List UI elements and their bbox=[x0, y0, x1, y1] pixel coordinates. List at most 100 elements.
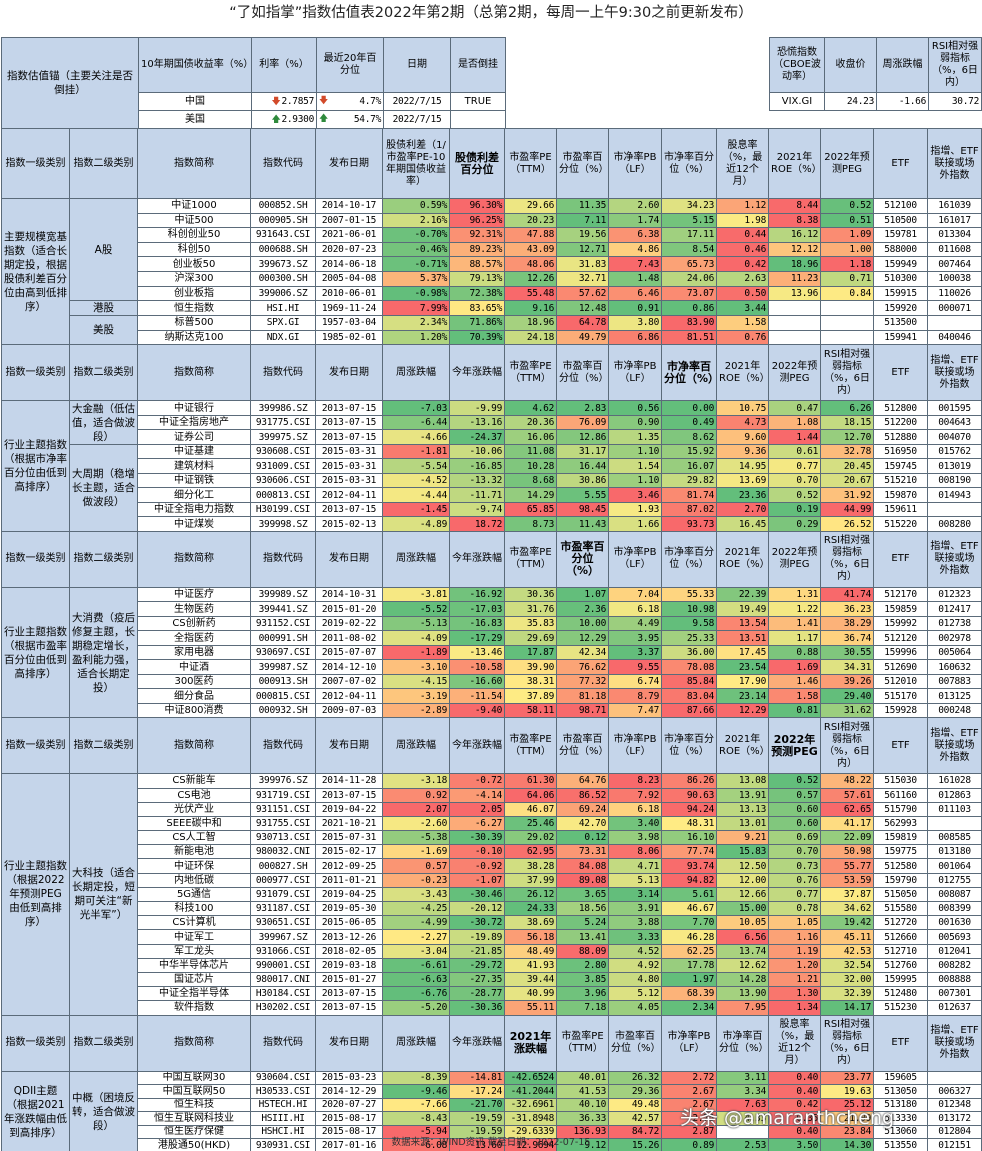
header-cell: ETF bbox=[873, 128, 928, 199]
value-cell: 19.42 bbox=[820, 915, 874, 931]
value-cell: -0.46% bbox=[382, 241, 450, 258]
index-code: 000300.SH bbox=[250, 270, 316, 287]
value-cell: 7.04 bbox=[608, 586, 662, 603]
value-cell: 62.95 bbox=[504, 844, 557, 860]
etf-code: 515220 bbox=[873, 516, 928, 532]
table-row: QDII主题（根据2021年涨跌幅由低到高排序） 中概（困境反转，适合做波段） 中国… bbox=[1, 1070, 982, 1151]
value-cell: 64.76 bbox=[556, 773, 609, 789]
publish-date: 2021-06-01 bbox=[315, 227, 383, 243]
fund-code: 110026 bbox=[927, 285, 982, 302]
index-name: 5G通信 bbox=[137, 886, 251, 903]
value-cell: -3.04 bbox=[382, 943, 450, 959]
value-cell: 42.34 bbox=[556, 644, 609, 661]
value-cell: -2.27 bbox=[382, 929, 450, 945]
value-cell: 41.53 bbox=[556, 1084, 609, 1099]
index-name: 中证1000 bbox=[137, 198, 251, 214]
index-code: 931009.CSI bbox=[250, 458, 316, 474]
publish-date: 2019-04-22 bbox=[315, 801, 383, 817]
value-cell: -0.71% bbox=[382, 256, 450, 272]
index-code: 980032.CNI bbox=[250, 844, 316, 860]
index-code: 931066.CSI bbox=[250, 943, 316, 959]
value-cell: 13.91 bbox=[716, 787, 769, 803]
etf-code: 515030 bbox=[873, 773, 928, 789]
value-cell: -7.66 bbox=[382, 1097, 450, 1113]
value-cell: 94.82 bbox=[661, 872, 717, 888]
value-cell: 0.69 bbox=[768, 830, 821, 846]
value-cell: 2.36 bbox=[556, 601, 609, 617]
value-cell: 13.08 bbox=[716, 773, 769, 789]
publish-date: 2015-03-31 bbox=[315, 472, 383, 489]
etf-code: 515580 bbox=[873, 901, 928, 917]
category-l1: 行业主题指数（根据市盈率百分位由低到高排序） bbox=[1, 586, 70, 719]
value-cell: 4.73 bbox=[716, 414, 769, 431]
index-code: 000905.SH bbox=[250, 212, 316, 229]
value-cell: 55.11 bbox=[504, 1000, 557, 1016]
etf-code: 159996 bbox=[873, 644, 928, 661]
value-cell bbox=[820, 329, 874, 346]
header-cell: 发布日期 bbox=[315, 1014, 383, 1072]
table-row: CS创新药 931152.CSI 2019-02-22 -5.13 -16.83 35.8… bbox=[2, 615, 982, 632]
value-cell: 0.51 bbox=[820, 212, 874, 229]
value-cell: 0.40 bbox=[768, 1124, 821, 1140]
value-cell: 13.69 bbox=[716, 472, 769, 489]
value-cell: 10.98 bbox=[661, 601, 717, 617]
table-row: 中证全指半导体 H30184.CSI 2013-07-15 -6.76 -28.77 40… bbox=[2, 986, 982, 1002]
value-cell: 14.30 bbox=[820, 1138, 874, 1151]
fund-code: 004070 bbox=[927, 429, 982, 445]
table-row: 中国 🡇2.7857 🡇 4.7% 2022/7/15 TRUE bbox=[2, 92, 506, 111]
value-cell: 24.18 bbox=[504, 329, 557, 346]
value-cell: 46.28 bbox=[661, 929, 717, 945]
index-code: 931643.CSI bbox=[250, 227, 316, 243]
value-cell: 34.62 bbox=[820, 901, 874, 917]
value-cell: 40.10 bbox=[556, 1097, 609, 1113]
value-cell: 30.36 bbox=[504, 586, 557, 603]
value-cell: 1.08 bbox=[768, 414, 821, 431]
header-cell: 指数简称 bbox=[137, 530, 251, 588]
value-cell: 3.95 bbox=[608, 630, 662, 646]
value-cell: 26.12 bbox=[504, 886, 557, 903]
value-cell: 0.76 bbox=[716, 329, 769, 346]
header-cell: 指数二级类别 bbox=[69, 1014, 138, 1072]
category-l2: 大金融（低估值，适合做波段） bbox=[69, 400, 138, 445]
publish-date: 2015-02-17 bbox=[315, 844, 383, 860]
value-cell: 9.16 bbox=[504, 300, 557, 317]
fund-code: 160632 bbox=[927, 659, 982, 675]
value-cell: 13.54 bbox=[716, 615, 769, 632]
etf-code: 159790 bbox=[873, 872, 928, 888]
value-cell: 31.92 bbox=[820, 487, 874, 503]
value-cell: -13.46 bbox=[449, 644, 505, 661]
publish-date: 1969-11-24 bbox=[315, 300, 383, 317]
table-row: 恒生医疗保健 HSHCI.HI 2015-08-17 -5.94 -19.59 -29.6… bbox=[2, 1124, 982, 1140]
value-cell: 24.33 bbox=[504, 901, 557, 917]
table-row: 美股 标普500 SPX.GI 1957-03-04 2.34% 71.86% 18.96 6… bbox=[2, 315, 982, 346]
value-cell: 96.25% bbox=[449, 212, 505, 229]
fund-code: 012738 bbox=[927, 615, 982, 632]
table-row: 中证全指房地产 931775.CSI 2013-07-15 -6.44 -13.16 20… bbox=[2, 414, 982, 431]
value-cell: 5.12 bbox=[608, 986, 662, 1002]
value-cell: 0.44 bbox=[716, 227, 769, 243]
value-cell: 46.07 bbox=[504, 801, 557, 817]
value-cell: 6.46 bbox=[608, 285, 662, 302]
index-code: 399967.SZ bbox=[250, 929, 316, 945]
header-cell: 市净率百分位（%） bbox=[661, 530, 717, 588]
value-cell bbox=[820, 300, 874, 317]
value-cell: 13.51 bbox=[716, 630, 769, 646]
index-name: 全指医药 bbox=[137, 630, 251, 646]
value-cell: 0.77 bbox=[768, 886, 821, 903]
value-cell: 0.52 bbox=[768, 773, 821, 789]
value-cell: 12.00 bbox=[716, 872, 769, 888]
publish-date: 2015-01-27 bbox=[315, 971, 383, 988]
fund-code: 001064 bbox=[927, 858, 982, 874]
category-l1: 行业主题指数（根据市净率百分位由低到高排序） bbox=[1, 400, 70, 532]
header-cell: 指增、ETF联接或场外指数 bbox=[927, 530, 982, 588]
value-cell: 0.60 bbox=[768, 801, 821, 817]
header-cell: 市盈率PE（TTM） bbox=[504, 128, 557, 199]
index-code: H30199.CSI bbox=[250, 501, 316, 518]
value-cell: -21.85 bbox=[449, 943, 505, 959]
value-cell: 93.73 bbox=[661, 516, 717, 532]
value-cell: 96.30% bbox=[449, 198, 505, 214]
index-code: 931079.CSI bbox=[250, 886, 316, 903]
value-cell: 17.87 bbox=[504, 644, 557, 661]
value-cell: -4.25 bbox=[382, 901, 450, 917]
fund-code: 001630 bbox=[927, 915, 982, 931]
